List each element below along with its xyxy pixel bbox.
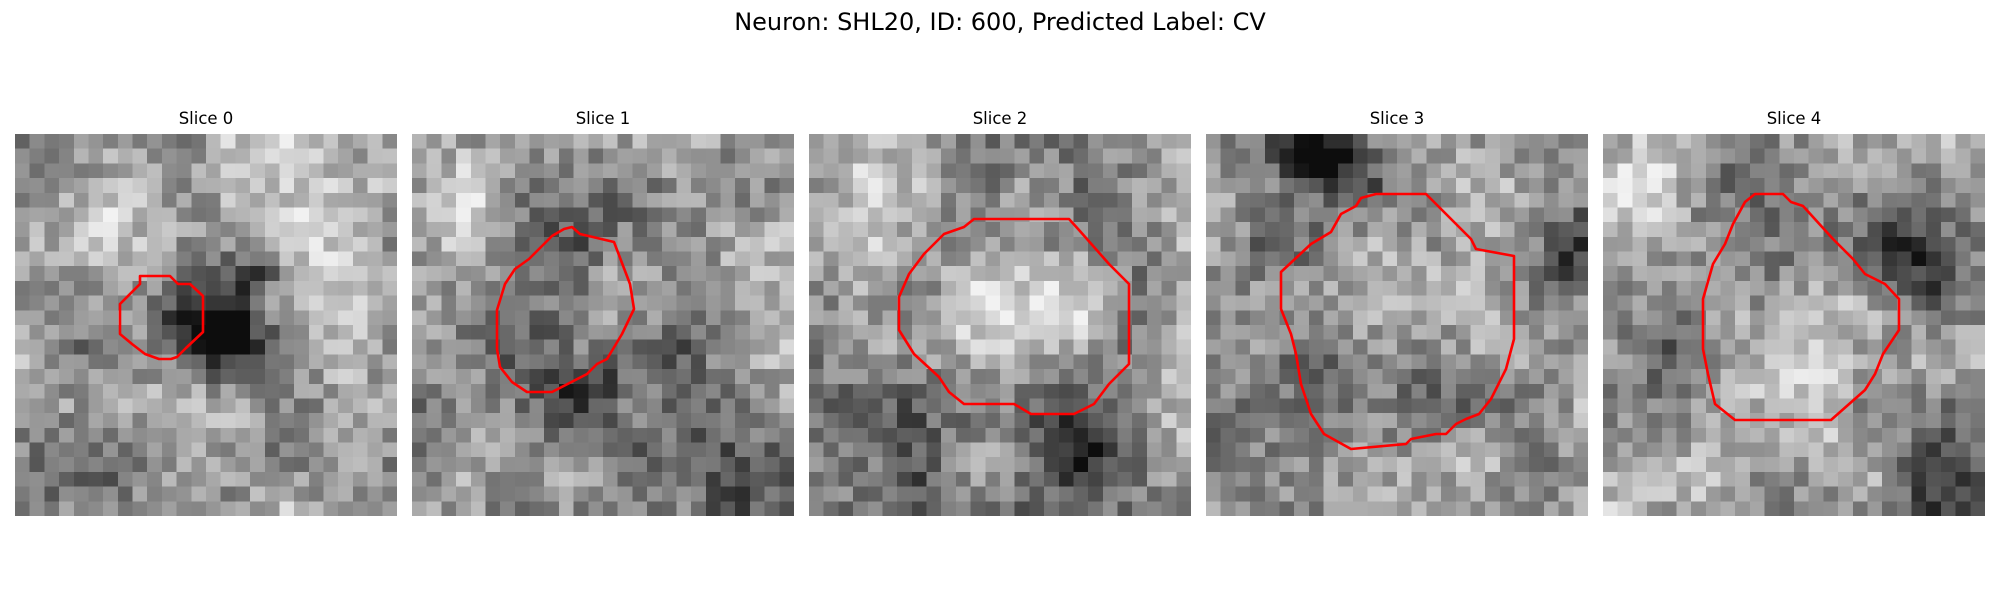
slice-title-1: Slice 1 [575,109,631,128]
slice-image-0 [15,134,397,516]
contour-outline-0 [118,274,205,361]
slice-image-4 [1603,134,1985,516]
contour-outline-3 [1279,192,1516,451]
contour-outline-4 [1701,192,1901,422]
slice-panel-1: Slice 1 [412,108,794,516]
contour-outline-1 [495,225,636,394]
slice-panel-2: Slice 2 [809,108,1191,516]
contour-outline-2 [897,217,1131,416]
slice-panel-0: Slice 0 [15,108,397,516]
slice-title-2: Slice 2 [972,109,1028,128]
slice-panel-4: Slice 4 [1603,108,1985,516]
slice-image-3 [1206,134,1588,516]
figure-title: Neuron: SHL20, ID: 600, Predicted Label:… [734,8,1266,36]
slice-panel-3: Slice 3 [1206,108,1588,516]
slice-title-4: Slice 4 [1766,109,1822,128]
slice-image-1 [412,134,794,516]
slice-title-3: Slice 3 [1369,109,1425,128]
slice-image-2 [809,134,1191,516]
slice-title-0: Slice 0 [178,109,234,128]
